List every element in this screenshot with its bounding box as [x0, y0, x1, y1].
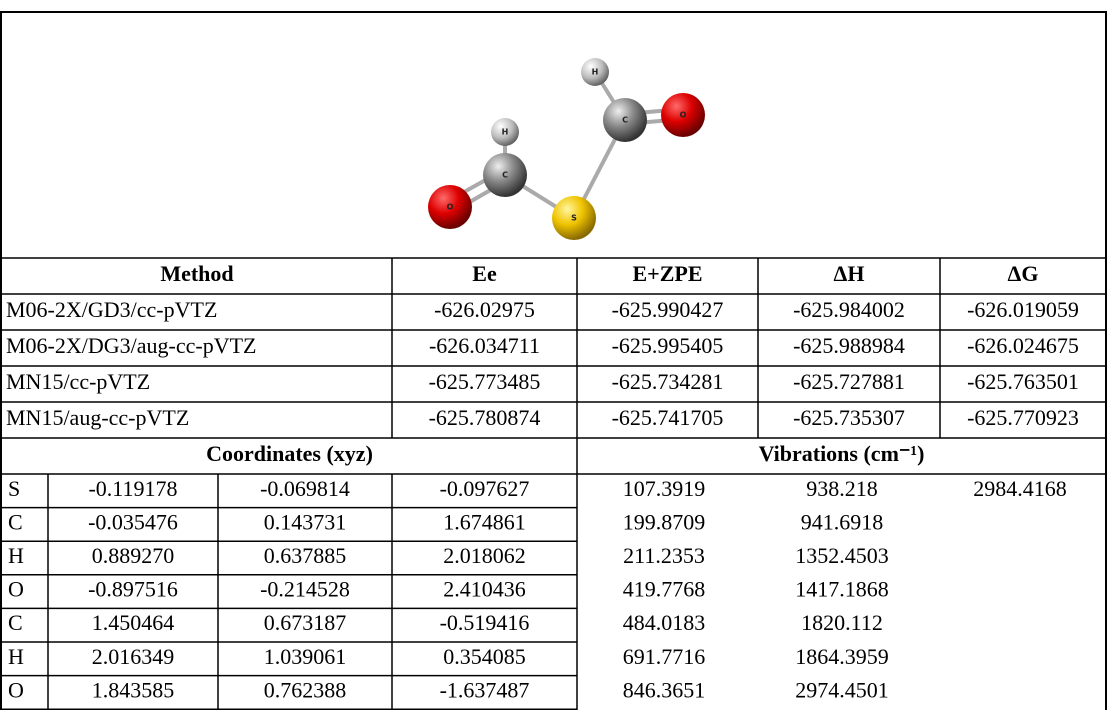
page: HCOSCHO MethodEeE+ZPEΔHΔGM06-2X/GD3/cc-p…	[0, 0, 1108, 710]
cell-text: -625.770923	[967, 405, 1079, 430]
cell-text: 846.3651	[623, 677, 706, 702]
atom-label: O	[447, 203, 454, 212]
cell-text: -625.734281	[612, 369, 724, 394]
cell-text: MN15/cc-pVTZ	[6, 369, 150, 394]
cell-text: -625.988984	[793, 333, 905, 358]
cell-text: 941.6918	[801, 509, 884, 534]
cell-text: -626.024675	[967, 333, 1079, 358]
cell-text: 2.410436	[443, 577, 526, 602]
cell-text: 1.843585	[92, 677, 175, 702]
cell-text: O	[8, 577, 24, 602]
cell-text: -625.727881	[793, 369, 905, 394]
cell-text: M06-2X/GD3/cc-pVTZ	[6, 297, 217, 322]
cell-text: ΔH	[834, 261, 865, 286]
cell-text: 0.143731	[264, 509, 347, 534]
cell-text: H	[8, 644, 24, 669]
cell-text: -625.995405	[612, 333, 724, 358]
cell-text: ΔG	[1008, 261, 1039, 286]
cell-text: 938.218	[806, 476, 878, 501]
cell-text: E+ZPE	[633, 261, 703, 286]
cell-text: Ee	[472, 261, 497, 286]
cell-text: 2974.4501	[795, 677, 889, 702]
cell-text: 691.7716	[623, 644, 706, 669]
cell-text: M06-2X/DG3/aug-cc-pVTZ	[6, 333, 257, 358]
cell-text: 0.762388	[264, 677, 347, 702]
atom-label: H	[592, 68, 599, 77]
molecule: H C O S C H O	[428, 58, 705, 240]
cell-text: Coordinates (xyz)	[206, 441, 373, 466]
cell-text: Method	[160, 261, 233, 286]
cell-text: 1.450464	[92, 610, 175, 635]
cell-text: C	[8, 610, 23, 635]
cell-text: -626.034711	[429, 333, 540, 358]
cell-text: 107.3919	[623, 476, 706, 501]
cell-text: C	[8, 509, 23, 534]
cell-text: -625.763501	[967, 369, 1079, 394]
cell-text: 1820.112	[801, 610, 883, 635]
cell-text: -0.519416	[440, 610, 530, 635]
cell-text: 0.673187	[264, 610, 347, 635]
atom-label: C	[622, 116, 628, 125]
cell-text: -0.069814	[260, 476, 350, 501]
atom-label: H	[502, 128, 509, 137]
cell-text: -625.780874	[429, 405, 541, 430]
cell-text: 0.637885	[264, 543, 347, 568]
cell-text: -626.019059	[967, 297, 1079, 322]
cell-text: -626.02975	[434, 297, 535, 322]
cell-text: 2.018062	[443, 543, 526, 568]
atom-label: C	[502, 171, 508, 180]
cell-text: -625.990427	[612, 297, 724, 322]
cell-text: -0.035476	[88, 509, 178, 534]
cell-text: 2.016349	[92, 644, 175, 669]
cell-text: 2984.4168	[973, 476, 1067, 501]
cell-text: 419.7768	[623, 577, 706, 602]
cell-text: -625.773485	[429, 369, 541, 394]
cell-text: 1.674861	[443, 509, 526, 534]
cell-text: -0.214528	[260, 577, 350, 602]
cell-text: 484.0183	[623, 610, 706, 635]
cell-text: 0.354085	[443, 644, 526, 669]
bonds	[446, 72, 683, 218]
cell-text: -0.097627	[440, 476, 530, 501]
cell-text: -1.637487	[440, 677, 530, 702]
cell-text: -0.119178	[88, 476, 177, 501]
atom-label: O	[680, 111, 687, 120]
cell-text: 1352.4503	[795, 543, 889, 568]
cell-text: 199.8709	[623, 509, 706, 534]
cell-text: 1.039061	[264, 644, 347, 669]
table-text: Method Ee E+ZPE ΔH ΔG M06-2X/GD3/cc-pVTZ -626.…	[6, 261, 1079, 702]
cell-text: S	[8, 476, 20, 501]
cell-text: -625.984002	[793, 297, 905, 322]
cell-text: -0.897516	[88, 577, 178, 602]
cell-text: Vibrations (cm⁻¹)	[759, 441, 925, 466]
cell-text: 1417.1868	[795, 577, 889, 602]
cell-text: 211.2353	[623, 543, 705, 568]
atom-label: S	[571, 214, 577, 223]
cell-text: H	[8, 543, 24, 568]
cell-text: MN15/aug-cc-pVTZ	[6, 405, 189, 430]
cell-text: 0.889270	[92, 543, 175, 568]
cell-text: -625.735307	[793, 405, 905, 430]
cell-text: 1864.3959	[795, 644, 889, 669]
cell-text: -625.741705	[612, 405, 724, 430]
cell-text: O	[8, 677, 24, 702]
